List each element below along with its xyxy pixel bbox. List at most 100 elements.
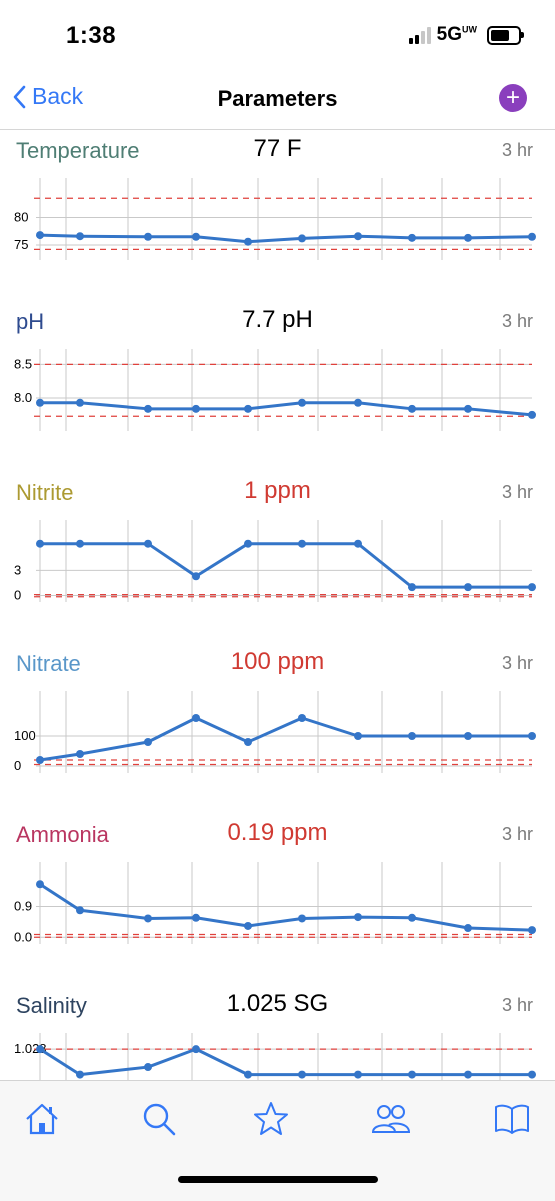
data-point	[36, 231, 44, 240]
time-range-label[interactable]: 3 hr	[501, 995, 533, 1015]
data-point	[528, 1070, 536, 1079]
tab-search[interactable]	[139, 1099, 179, 1139]
series-line	[38, 401, 534, 417]
data-point	[36, 880, 44, 889]
data-point	[244, 1070, 252, 1079]
star-icon	[254, 1102, 288, 1135]
data-point	[408, 732, 416, 740]
y-tick-label: 75	[14, 237, 28, 252]
section-nitrate[interactable]: Nitrate 100 ppm 3 hr 100 0	[0, 648, 555, 822]
navigation-bar: Back Parameters +	[0, 75, 555, 130]
data-point	[408, 233, 416, 242]
data-point	[244, 738, 252, 746]
section-ammonia[interactable]: Ammonia 0.19 ppm 3 hr 0.9 0.0	[0, 819, 555, 993]
data-point	[528, 583, 536, 592]
series-line	[38, 716, 534, 762]
time-range-label[interactable]: 3 hr	[501, 140, 533, 160]
data-point	[36, 1045, 44, 1054]
data-point	[76, 539, 84, 548]
series-line	[38, 882, 534, 932]
data-point	[408, 583, 416, 592]
tab-guide[interactable]	[492, 1099, 532, 1139]
magnifier-icon	[143, 1103, 176, 1136]
parameter-value: 1.025 SG	[226, 990, 329, 1017]
data-point	[464, 924, 472, 933]
y-tick-label: 0.0	[14, 929, 32, 944]
tab-favorites[interactable]	[251, 1099, 291, 1139]
data-point	[144, 914, 152, 923]
y-tick-label: 3	[14, 562, 21, 577]
data-point	[298, 1070, 306, 1079]
data-point	[528, 410, 536, 419]
data-point	[408, 404, 416, 413]
battery-icon	[487, 25, 524, 45]
data-point	[76, 906, 84, 915]
data-point	[298, 539, 306, 548]
section-temperature[interactable]: Temperature 77 F 3 hr 80 75	[0, 135, 555, 309]
section-nitrite[interactable]: Nitrite 1 ppm 3 hr 3 0	[0, 477, 555, 651]
y-tick-label: 100	[14, 728, 36, 743]
series-line	[38, 233, 534, 244]
y-tick-label: 0.9	[14, 898, 32, 913]
data-point	[192, 232, 200, 241]
data-point	[192, 714, 200, 722]
data-point	[192, 572, 200, 581]
data-point	[528, 926, 536, 935]
network-type: 5GUW	[436, 24, 477, 45]
parameter-name: Nitrate	[16, 651, 81, 676]
data-point	[76, 750, 84, 758]
tab-community[interactable]	[370, 1099, 411, 1139]
data-point	[298, 714, 306, 722]
data-point	[408, 913, 416, 922]
time-range-label[interactable]: 3 hr	[501, 311, 533, 331]
section-salinity[interactable]: Salinity 1.025 SG 3 hr 1.0281.024	[0, 990, 555, 1080]
data-point	[76, 232, 84, 241]
tab-home[interactable]	[22, 1099, 62, 1139]
data-point	[464, 732, 472, 740]
section-ph[interactable]: pH 7.7 pH 3 hr 8.5 8.0	[0, 306, 555, 480]
data-point	[36, 756, 44, 764]
parameter-value: 1 ppm	[244, 477, 311, 504]
data-point	[298, 914, 306, 923]
back-label: Back	[32, 83, 84, 109]
cellular-signal-icon	[408, 26, 431, 44]
data-point	[36, 539, 44, 548]
data-point	[144, 539, 152, 548]
data-point	[76, 1070, 84, 1079]
data-point	[192, 913, 200, 922]
data-point	[144, 232, 152, 241]
data-point	[144, 738, 152, 746]
status-bar: 1:38 5GUW	[0, 0, 555, 75]
parameter-value: 100 ppm	[230, 648, 325, 675]
data-point	[464, 233, 472, 242]
chart-ammonia: 0.9 0.0	[14, 862, 536, 944]
data-point	[354, 1070, 362, 1079]
parameter-name: Ammonia	[16, 822, 109, 847]
data-point	[144, 1063, 152, 1072]
parameter-name: Temperature	[16, 138, 140, 163]
back-button[interactable]: Back	[12, 83, 83, 110]
data-point	[244, 237, 252, 246]
series-line	[38, 1047, 534, 1077]
status-indicators: 5GUW	[408, 24, 524, 46]
time-range-label[interactable]: 3 hr	[501, 653, 533, 673]
add-button[interactable]: +	[499, 84, 527, 112]
page-title: Parameters	[217, 86, 338, 111]
data-point	[464, 1070, 472, 1079]
house-icon	[26, 1103, 58, 1135]
data-point	[244, 539, 252, 548]
data-point	[192, 1045, 200, 1054]
y-tick-label: 1.024	[14, 1079, 47, 1080]
people-icon	[371, 1105, 411, 1133]
y-tick-label: 0	[14, 758, 21, 773]
time-range-label[interactable]: 3 hr	[501, 482, 533, 502]
chevron-left-icon	[13, 85, 26, 108]
y-tick-label: 8.5	[14, 356, 32, 371]
data-point	[192, 404, 200, 413]
data-point	[244, 921, 252, 930]
series-line	[38, 542, 534, 589]
parameter-name: pH	[16, 309, 45, 334]
book-icon	[495, 1104, 529, 1134]
time-range-label[interactable]: 3 hr	[501, 824, 533, 844]
